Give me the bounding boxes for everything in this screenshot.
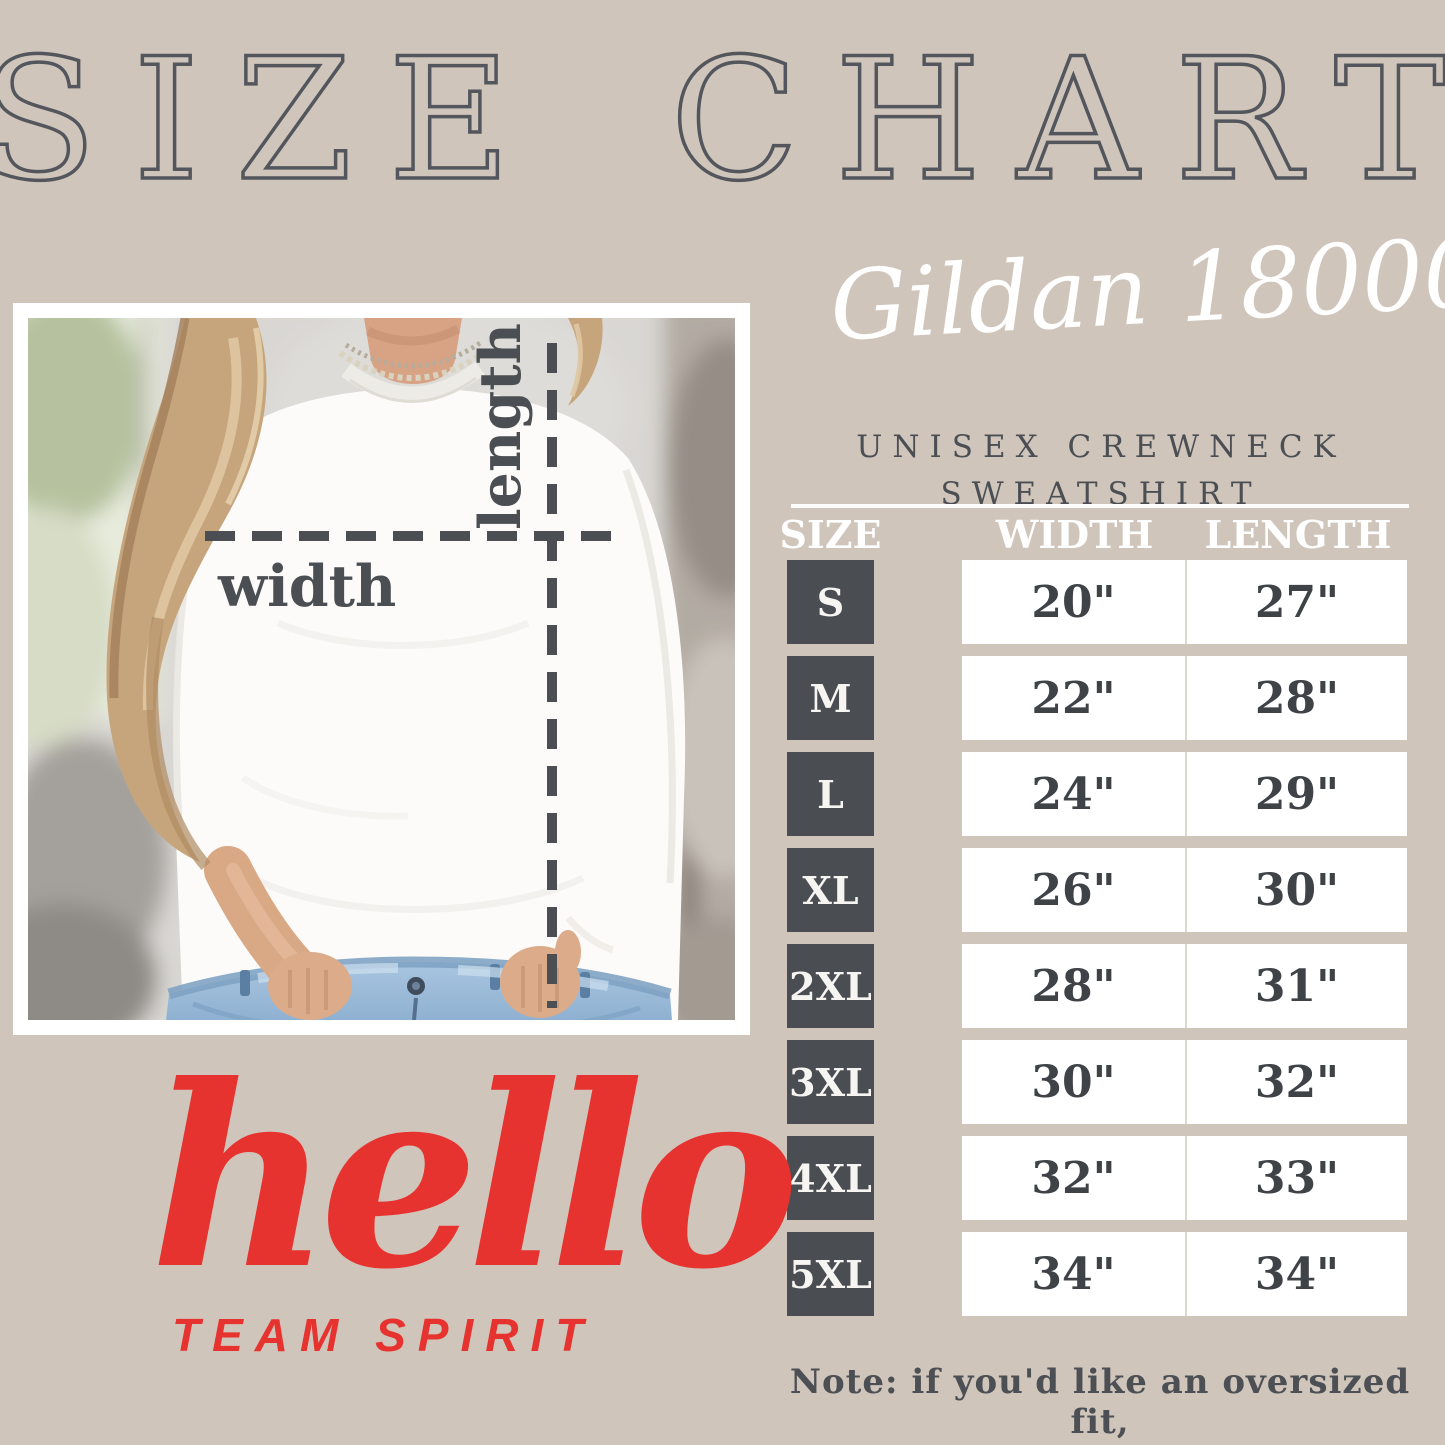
measurement-lines [205, 343, 620, 1008]
size-badge: M [787, 656, 874, 740]
brand-script: Gildan 18000 [827, 216, 1445, 363]
header-divider-line [791, 504, 1409, 508]
table-row: 4XL 32" 33" [787, 1136, 1409, 1220]
width-cell: 26" [962, 848, 1187, 932]
row-spacer [874, 1136, 962, 1220]
fit-note-line1: Note: if you'd like an oversized fit, [789, 1362, 1411, 1442]
table-row: S 20" 27" [787, 560, 1409, 644]
length-cell: 29" [1187, 752, 1407, 836]
model-neck [364, 318, 462, 384]
size-badge-label: 3XL [789, 1059, 872, 1105]
table-row: L 24" 29" [787, 752, 1409, 836]
width-cell: 30" [962, 1040, 1187, 1124]
row-spacer [874, 1232, 962, 1316]
size-badge-label: 2XL [789, 963, 872, 1009]
size-badge: 2XL [787, 944, 874, 1028]
sweatshirt [172, 361, 686, 1020]
product-name-line1: UNISEX CREWNECK [856, 429, 1346, 465]
width-cell: 28" [962, 944, 1187, 1028]
size-badge: XL [787, 848, 874, 932]
product-photo-frame: width length [13, 303, 750, 1035]
model-hands [204, 846, 581, 1020]
model-hair [106, 318, 603, 870]
header-length: LENGTH [1204, 511, 1392, 557]
width-cell: 22" [962, 656, 1187, 740]
size-table-rows: S 20" 27" M 22" 28" L 24" 29" XL 26" 30"… [787, 560, 1409, 1328]
table-header: SIZE WIDTH LENGTH [779, 510, 1409, 558]
size-badge: S [787, 560, 874, 644]
size-badge: 4XL [787, 1136, 874, 1220]
header-size: SIZE [779, 511, 882, 557]
size-badge-label: L [817, 771, 844, 817]
row-spacer [874, 944, 962, 1028]
width-cell: 20" [962, 560, 1187, 644]
size-badge-label: M [809, 675, 852, 721]
logo-subtext: TEAM SPIRIT [172, 1309, 596, 1361]
length-cell: 28" [1187, 656, 1407, 740]
size-badge-label: S [816, 579, 845, 625]
header-width: WIDTH [995, 511, 1154, 557]
table-row: XL 26" 30" [787, 848, 1409, 932]
width-cell: 24" [962, 752, 1187, 836]
necklace [338, 340, 488, 381]
size-badge-label: 5XL [789, 1251, 872, 1297]
length-cell: 32" [1187, 1040, 1407, 1124]
row-spacer [874, 1040, 962, 1124]
size-badge: 3XL [787, 1040, 874, 1124]
width-label: width [217, 553, 396, 620]
fit-note: Note: if you'd like an oversized fit, pl… [788, 1362, 1412, 1445]
length-cell: 27" [1187, 560, 1407, 644]
page-title: SIZE CHART [0, 22, 1445, 218]
size-badge: L [787, 752, 874, 836]
width-cell: 34" [962, 1232, 1187, 1316]
length-label: length [467, 323, 534, 530]
size-badge: 5XL [787, 1232, 874, 1316]
length-cell: 30" [1187, 848, 1407, 932]
row-spacer [874, 752, 962, 836]
length-cell: 34" [1187, 1232, 1407, 1316]
row-spacer [874, 560, 962, 644]
width-cell: 32" [962, 1136, 1187, 1220]
table-row: 3XL 30" 32" [787, 1040, 1409, 1124]
row-spacer [874, 656, 962, 740]
table-row: 2XL 28" 31" [787, 944, 1409, 1028]
model-photo-illustration: width length [28, 318, 735, 1020]
fit-note-line2: please size up one or two sizes [788, 1442, 1412, 1445]
row-spacer [874, 848, 962, 932]
length-cell: 31" [1187, 944, 1407, 1028]
size-badge-label: 4XL [789, 1155, 872, 1201]
table-row: 5XL 34" 34" [787, 1232, 1409, 1316]
length-cell: 33" [1187, 1136, 1407, 1220]
logo-script: hello [150, 1030, 800, 1324]
table-row: M 22" 28" [787, 656, 1409, 740]
size-badge-label: XL [802, 867, 859, 913]
